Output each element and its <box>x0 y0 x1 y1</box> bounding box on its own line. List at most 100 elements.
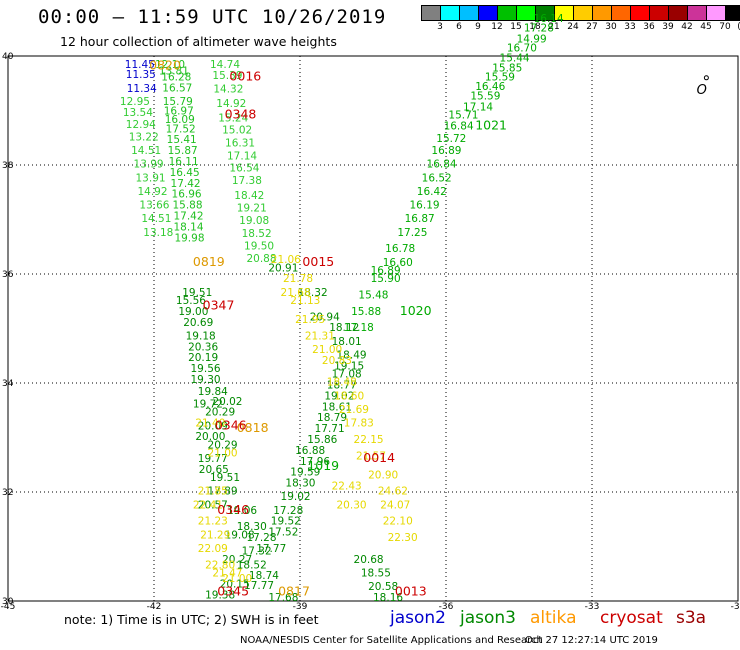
legend-swatch <box>612 6 631 20</box>
legend-tick-label: 12 <box>491 22 503 32</box>
wave-height-value: 21.29 <box>200 529 230 541</box>
wave-height-value: 14.32 <box>213 84 243 96</box>
wave-height-value: 20.29 <box>208 439 238 451</box>
wave-height-value: 18.77 <box>327 379 357 391</box>
wave-height-value: 20.88 <box>246 253 276 265</box>
legend-swatch <box>517 6 536 20</box>
legend-swatch <box>479 6 498 20</box>
wave-height-value: 21.31 <box>305 330 335 342</box>
wave-height-value: 21.69 <box>339 404 369 416</box>
wave-height-value: 16.88 <box>295 445 325 457</box>
legend-swatch <box>536 6 555 20</box>
wave-height-value: 15.41 <box>167 134 197 146</box>
wave-height-value: 15.59 <box>485 72 515 84</box>
wave-height-value: 18.12 <box>329 322 359 334</box>
wave-height-value: 15.44 <box>500 52 530 64</box>
wave-height-value: 20.58 <box>368 581 398 593</box>
latitude-tick-label: 34 <box>2 379 14 389</box>
wave-height-value: 15.86 <box>307 434 337 446</box>
wave-height-value: 20.19 <box>188 352 218 364</box>
wave-height-value: 15.87 <box>168 145 198 157</box>
wave-height-value: 22.30 <box>388 532 418 544</box>
wave-height-value: 20.94 <box>310 311 340 323</box>
wave-height-value: 19.84 <box>198 386 228 398</box>
pass-time-label: 1021 <box>475 118 507 133</box>
wave-height-value: 18.79 <box>317 412 347 424</box>
legend-swatch <box>707 6 726 20</box>
wave-height-value: 17.14 <box>227 151 257 163</box>
wave-height-value: 17.52 <box>166 123 196 135</box>
pass-time-label: 0819 <box>193 254 225 269</box>
pass-time-label: 0817 <box>278 584 310 599</box>
wave-height-value: 18.49 <box>337 349 367 361</box>
pass-time-label: 0014 <box>363 450 395 465</box>
legend-cryosat: cryosat <box>600 608 663 628</box>
legend-s3a: s3a <box>676 608 707 628</box>
legend-jason3: jason3 <box>460 608 516 628</box>
wave-height-value: 21.47 <box>212 567 242 579</box>
wave-height-value: 19.18 <box>186 330 216 342</box>
wave-height-value: 18.48 <box>327 377 357 389</box>
wave-height-value: 13.91 <box>136 172 166 184</box>
wave-height-value: 20.29 <box>205 407 235 419</box>
wave-height-value: 19.08 <box>225 529 255 541</box>
wave-height-value: 16.45 <box>170 167 200 179</box>
wave-height-value: 17.28 <box>246 532 276 544</box>
wave-height-value: 16.96 <box>172 189 202 201</box>
wave-height-value: 12.94 <box>126 119 156 131</box>
wave-height-value: 18.52 <box>242 228 272 240</box>
wave-height-value: 18.01 <box>332 336 362 348</box>
wave-height-value: 16.70 <box>507 43 537 55</box>
wave-height-value: 16.78 <box>385 243 415 255</box>
wave-height-value: 13.81 <box>159 66 189 78</box>
wave-height-value: 15.79 <box>163 96 193 108</box>
wave-height-value: 19.15 <box>334 360 364 372</box>
wave-height-value: 15.72 <box>436 133 466 145</box>
legend-swatch <box>650 6 669 20</box>
pass-time-label: 0013 <box>395 584 427 599</box>
wave-height-value: 18.55 <box>361 567 391 579</box>
wave-height-value: 21.00 <box>222 573 252 585</box>
legend-swatch <box>460 6 479 20</box>
wave-height-value: 17.71 <box>315 423 345 435</box>
wave-height-value: 16.09 <box>165 114 195 126</box>
legend-tick-label: 30 <box>605 22 617 32</box>
legend-jason2: jason2 <box>390 608 446 628</box>
wave-height-value: 19.08 <box>239 215 269 227</box>
wave-height-value: 13.22 <box>129 131 159 143</box>
wave-height-value: 17.42 <box>173 211 203 223</box>
wave-height-value: 16.28 <box>161 72 191 84</box>
pass-time-label: 0015 <box>302 254 334 269</box>
legend-swatch <box>574 6 593 20</box>
wave-height-value: 18.32 <box>298 287 328 299</box>
island-label: O <box>697 83 707 98</box>
pass-time-label: 1020 <box>400 303 432 318</box>
wave-height-value: 21.13 <box>290 295 320 307</box>
wave-height-value: 16.42 <box>417 186 447 198</box>
wave-height-value: 19.30 <box>191 374 221 386</box>
legend-tick-label: 70 <box>719 22 731 32</box>
wave-height-value: 13.99 <box>134 159 164 171</box>
wave-height-value: 18.16 <box>373 592 403 604</box>
latitude-tick-label: 36 <box>2 270 14 280</box>
wave-height-value: 15.71 <box>448 110 478 122</box>
longitude-tick-label: -30 <box>731 602 740 612</box>
pass-time-label: 0820 <box>149 58 181 73</box>
map-title: 00:00 – 11:59 UTC 10/26/2019 <box>38 6 387 28</box>
wave-height-value: 16.87 <box>405 213 435 225</box>
wave-height-value: 21.06 <box>271 254 301 266</box>
legend-swatch <box>688 6 707 20</box>
wave-height-value: 21.57 <box>356 450 386 462</box>
wave-height-value: 15.59 <box>470 91 500 103</box>
wave-height-value: 19.02 <box>281 491 311 503</box>
wave-height-value: 19.51 <box>210 472 240 484</box>
wave-height-value: 21.68 <box>281 287 311 299</box>
pass-time-label: 0346 <box>217 502 249 517</box>
wave-height-value: 18.42 <box>234 190 264 202</box>
wave-height-value: 17.32 <box>242 546 272 558</box>
wave-height-value: 20.00 <box>195 431 225 443</box>
legend-tick-label: 18 <box>529 22 541 32</box>
wave-height-value: 17.25 <box>397 227 427 239</box>
wave-height-value: 20.83 <box>322 355 352 367</box>
wave-height-value: 20.65 <box>199 464 229 476</box>
